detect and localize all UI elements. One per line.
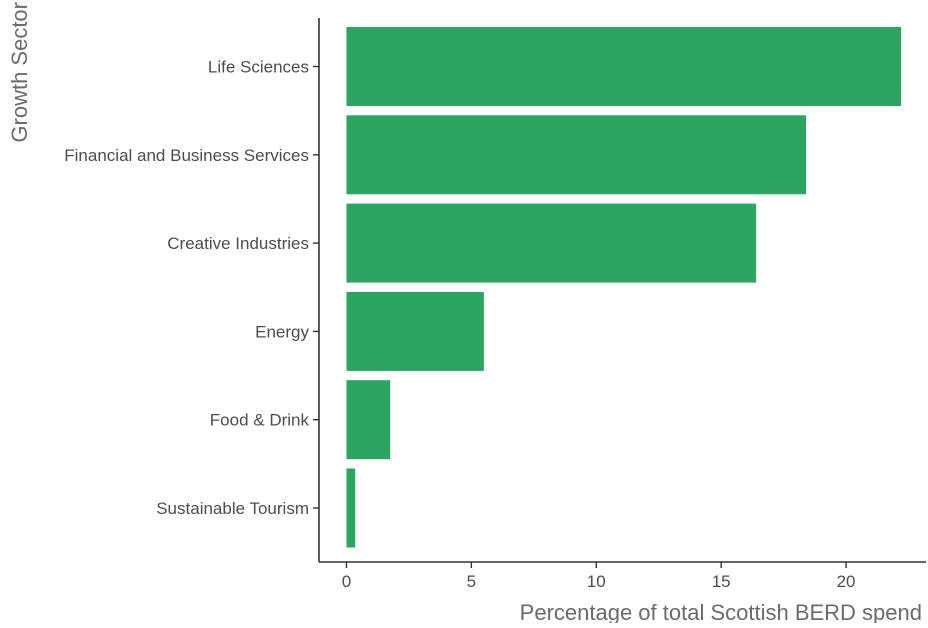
x-axis-ticks: 0 5 10 15 20 (342, 562, 856, 591)
x-tick-label: 5 (467, 572, 476, 591)
x-tick-label: 0 (342, 572, 351, 591)
bar-food-and-drink (346, 380, 391, 460)
y-tick-label-creative-industries: Creative Industries (167, 234, 309, 253)
y-axis-ticks: Life Sciences Financial and Business Serv… (64, 57, 319, 518)
bar-sustainable-tourism (346, 468, 356, 548)
x-axis-title: Percentage of total Scottish BERD spend (520, 600, 922, 623)
x-tick-label: 10 (587, 572, 606, 591)
x-tick-label: 15 (712, 572, 731, 591)
bars-layer (346, 27, 902, 548)
bar-energy (346, 291, 484, 371)
axes-layer (318, 18, 926, 563)
y-tick-label-life-sciences: Life Sciences (208, 57, 309, 76)
x-tick-label: 20 (837, 572, 856, 591)
bar-life-sciences (346, 27, 902, 106)
y-axis-title: Growth Sector (7, 2, 32, 143)
y-tick-label-sustainable-tourism: Sustainable Tourism (156, 499, 309, 518)
bar-financial-and-business-services (346, 115, 807, 195)
bar-creative-industries (346, 203, 757, 283)
y-tick-label-energy: Energy (255, 322, 309, 341)
y-tick-label-food-and-drink: Food & Drink (210, 411, 310, 430)
y-tick-label-financial-and-business-services: Financial and Business Services (64, 146, 309, 165)
